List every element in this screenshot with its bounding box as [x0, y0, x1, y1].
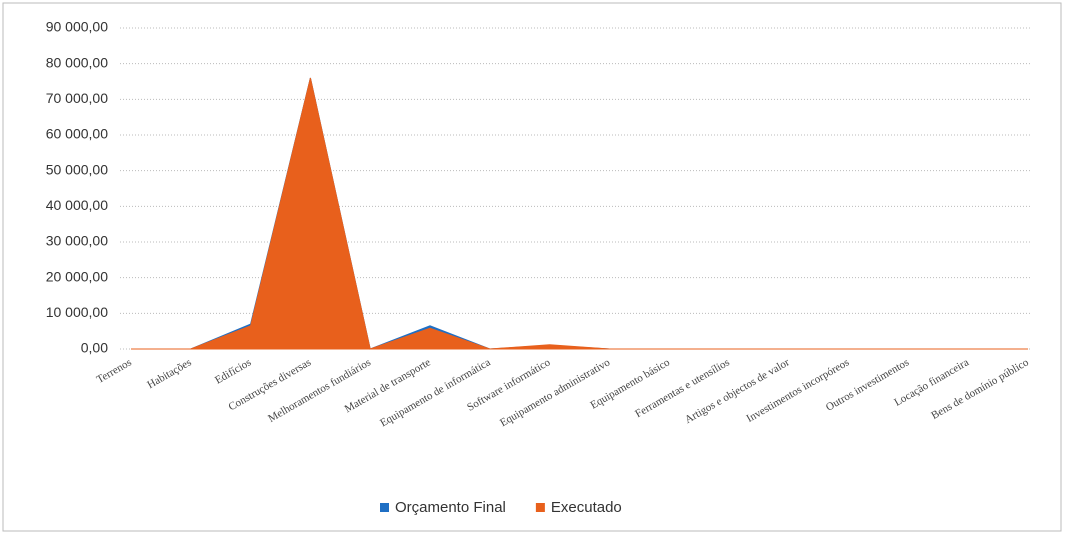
- legend-swatch: [535, 503, 545, 512]
- legend-label: Executado: [551, 499, 622, 516]
- y-tick-label: 50 000,00: [46, 161, 108, 177]
- legend-label: Orçamento Final: [395, 499, 506, 516]
- y-tick-label: 80 000,00: [46, 54, 108, 70]
- y-tick-label: 10 000,00: [46, 304, 108, 320]
- y-tick-label: 30 000,00: [46, 233, 108, 249]
- area: [131, 77, 1028, 350]
- y-tick-label: 40 000,00: [46, 197, 108, 213]
- y-tick-label: 0,00: [81, 340, 108, 356]
- y-tick-label: 70 000,00: [46, 90, 108, 106]
- legend-swatch: [380, 503, 389, 512]
- y-tick-label: 60 000,00: [46, 126, 108, 142]
- y-tick-label: 20 000,00: [46, 268, 108, 284]
- y-tick-label: 90 000,00: [46, 19, 108, 35]
